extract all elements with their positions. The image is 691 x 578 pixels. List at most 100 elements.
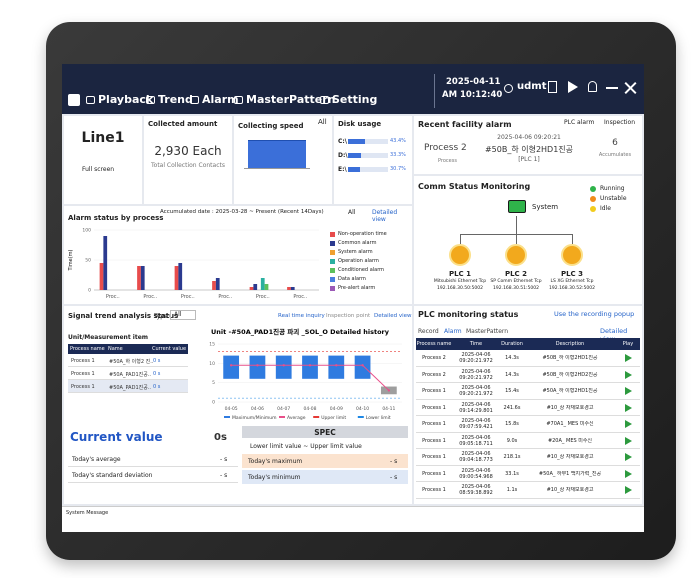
y-tick-label: 5: [212, 380, 215, 386]
cell: #10_상 자재보호경고: [546, 454, 594, 460]
play-button[interactable]: [625, 403, 632, 412]
current-label: Current value: [70, 430, 163, 444]
cell: 15.8s: [505, 421, 519, 427]
alarm-status-panel: Alarm status by process Accumulated date …: [64, 206, 412, 304]
cell: 2025-04-06 09:20:21.972: [459, 352, 493, 364]
title: Comm Status Monitoring: [418, 182, 531, 191]
link[interactable]: Inspection point: [326, 313, 371, 319]
legend-swatch: [330, 241, 335, 246]
stat-label: Today's standard deviation: [72, 472, 153, 479]
cell: 2025-04-06 09:05:18.711: [459, 434, 493, 447]
link[interactable]: Detailed view: [372, 209, 398, 223]
legend-label: Data alarm: [338, 276, 366, 282]
bell-icon[interactable]: [588, 81, 597, 92]
trend-panel: Signal trend analysis status Type: All Real…: [64, 306, 412, 504]
plc-icon: [505, 244, 527, 266]
play-button[interactable]: [625, 486, 632, 494]
drive-track: [348, 153, 388, 158]
nav-item[interactable]: Alarm: [202, 93, 239, 106]
count-caption: Accumulates: [598, 152, 632, 158]
cell: 0 s: [153, 384, 161, 390]
filter[interactable]: All: [348, 209, 356, 216]
unit-title: Unit/Measurement item: [68, 334, 149, 341]
nav-item[interactable]: Playback: [98, 93, 154, 106]
bar: [290, 287, 295, 290]
tab[interactable]: Inspection: [604, 119, 635, 126]
cell: Process 1: [422, 421, 446, 427]
play-button[interactable]: [625, 370, 632, 379]
cell: #50A_하 이형2HD1진공: [542, 388, 598, 394]
cell: #50A_PAD1진공..: [109, 385, 151, 391]
table-row: [416, 449, 640, 466]
type-select[interactable]: All: [170, 310, 196, 320]
chart: Time(m) 0 50 100 Proc.. Proc.. Proc.. Proc.. Pro…: [68, 228, 319, 300]
play-icon[interactable]: [568, 81, 578, 93]
legend-label: Running: [600, 185, 625, 192]
cell: #50A_하 이형2 진..: [109, 359, 154, 365]
bar: [253, 284, 258, 290]
label: Collecting speed: [238, 122, 304, 130]
user[interactable]: udmt: [517, 81, 547, 92]
system-label: System: [532, 203, 559, 211]
link[interactable]: Use the recording popup: [554, 310, 635, 318]
table-row: [416, 416, 640, 433]
y-tick-label: 15: [209, 342, 215, 348]
legend-label: Maximum/Minimum: [232, 415, 277, 421]
bar: [215, 278, 220, 290]
spec-label: Today's maximum: [248, 458, 303, 465]
legend-label: Pre-alert alarm: [338, 285, 376, 291]
plc-name: PLC 1: [448, 270, 472, 278]
play-button[interactable]: [625, 469, 632, 478]
accumulated: Accumulated date : 2025-03-28 ~ Present …: [160, 209, 324, 215]
speed-panel: Collecting speed All: [234, 116, 332, 204]
title: PLC monitoring status: [418, 310, 519, 319]
plc-ip: 192.168.30.51:5002: [493, 286, 539, 291]
spec-row: [242, 454, 408, 468]
logo: [68, 94, 80, 106]
legend-swatch: [313, 416, 320, 418]
play-button[interactable]: [625, 420, 632, 428]
link[interactable]: Detailed view: [374, 313, 412, 319]
caption: Total Collection Contacts: [151, 162, 225, 169]
link[interactable]: Real time inquiry: [278, 313, 325, 319]
user-icon: [504, 84, 513, 93]
average-point: [229, 364, 233, 367]
play-button[interactable]: [625, 387, 632, 395]
tab[interactable]: MasterPattern: [466, 328, 509, 335]
value: 2,930 Each: [154, 144, 222, 158]
bar: [137, 266, 141, 290]
drive-bar: [348, 153, 362, 158]
drive-name: D:\: [338, 152, 348, 159]
drive-name: E:\: [338, 166, 347, 173]
cell: #70A1_ MES 미수신: [546, 421, 594, 427]
tab[interactable]: Alarm: [444, 328, 462, 335]
cell: Process 1: [422, 470, 446, 477]
bar: [178, 263, 183, 290]
process: Process 2: [424, 143, 467, 153]
play-button[interactable]: [625, 436, 632, 445]
nav-bar: Playback Trend Alarm MasterPattern Setting 20…: [62, 64, 644, 114]
link-line: [572, 234, 573, 244]
range-bar: [354, 355, 371, 379]
filter[interactable]: All: [318, 118, 327, 126]
system-icon: [508, 200, 526, 213]
nav-item[interactable]: Trend: [158, 93, 193, 106]
play-button[interactable]: [625, 354, 632, 362]
title: Recent facility alarm: [418, 120, 512, 129]
minimize-icon[interactable]: [606, 87, 618, 89]
tab[interactable]: Record: [418, 328, 439, 335]
doc-icon[interactable]: [548, 81, 557, 93]
drive-bar: [348, 139, 366, 144]
bar: [212, 281, 216, 290]
play-button[interactable]: [625, 453, 632, 461]
nav-item[interactable]: MasterPattern: [246, 93, 336, 106]
tab[interactable]: PLC alarm: [564, 119, 595, 126]
cell: Process 2: [422, 355, 446, 361]
cell: Process 1: [422, 404, 446, 411]
legend-swatch: [224, 416, 230, 418]
nav-item[interactable]: Setting: [332, 93, 378, 106]
plc-desc: Mitsubishi Ethernet Tcp: [433, 279, 487, 284]
x-tick-label: Proc..: [256, 294, 270, 300]
legend-dot: [590, 196, 596, 202]
line-mode[interactable]: Full screen: [82, 166, 115, 173]
